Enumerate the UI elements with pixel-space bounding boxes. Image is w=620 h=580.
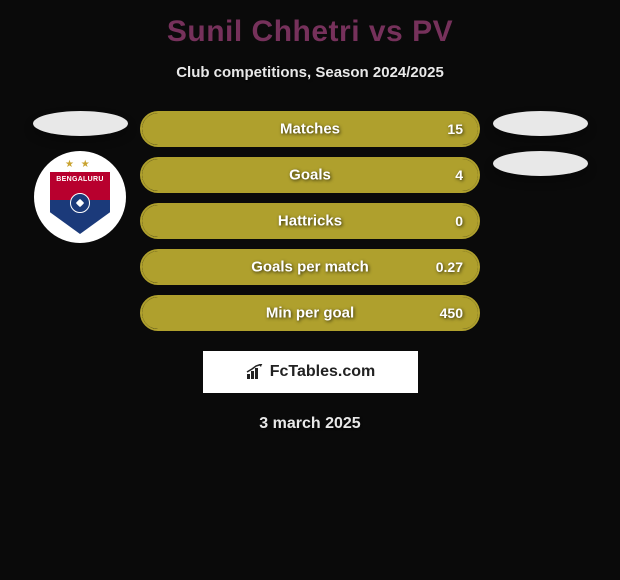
- stat-bars-column: Matches 15 Goals 4 Hattricks 0 Goals per…: [140, 111, 480, 331]
- badge-inner: ★ ★ ★ BENGALURU: [50, 162, 110, 232]
- player2-club-placeholder: [493, 151, 588, 176]
- stat-label: Goals per match: [142, 259, 478, 276]
- stat-label: Hattricks: [142, 213, 478, 230]
- badge-ball-icon: [70, 193, 90, 213]
- stat-value: 0.27: [436, 259, 463, 275]
- page-title: Sunil Chhetri vs PV: [167, 15, 453, 49]
- stats-area: ★ ★ ★ BENGALURU Matches 15 Goals 4: [0, 111, 620, 331]
- stat-bar-hattricks: Hattricks 0: [140, 203, 480, 239]
- site-logo[interactable]: FcTables.com: [203, 351, 418, 393]
- stat-label: Goals: [142, 167, 478, 184]
- stat-label: Matches: [142, 121, 478, 138]
- stat-bar-min-per-goal: Min per goal 450: [140, 295, 480, 331]
- stat-value: 15: [447, 121, 463, 137]
- player1-avatar-placeholder: [33, 111, 128, 136]
- stat-bar-matches: Matches 15: [140, 111, 480, 147]
- player1-club-badge: ★ ★ ★ BENGALURU: [34, 151, 126, 243]
- right-avatar-column: [490, 111, 590, 176]
- page-subtitle: Club competitions, Season 2024/2025: [176, 64, 444, 81]
- badge-text: BENGALURU: [56, 176, 103, 183]
- date-text: 3 march 2025: [259, 415, 360, 433]
- stat-bar-goals: Goals 4: [140, 157, 480, 193]
- left-avatar-column: ★ ★ ★ BENGALURU: [30, 111, 130, 243]
- player2-avatar-placeholder: [493, 111, 588, 136]
- badge-shield: BENGALURU: [50, 172, 110, 234]
- logo-text: FcTables.com: [270, 363, 376, 381]
- main-container: Sunil Chhetri vs PV Club competitions, S…: [0, 0, 620, 443]
- stat-value: 4: [455, 167, 463, 183]
- stat-label: Min per goal: [142, 305, 478, 322]
- stat-value: 450: [440, 305, 463, 321]
- stat-value: 0: [455, 213, 463, 229]
- stat-bar-goals-per-match: Goals per match 0.27: [140, 249, 480, 285]
- chart-icon: [245, 364, 265, 380]
